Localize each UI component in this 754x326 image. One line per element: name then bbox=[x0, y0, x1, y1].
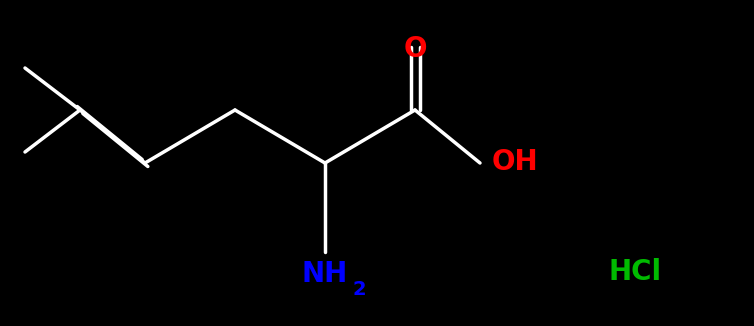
Text: O: O bbox=[403, 35, 427, 63]
Text: OH: OH bbox=[492, 148, 538, 176]
Text: HCl: HCl bbox=[608, 258, 661, 286]
Text: NH: NH bbox=[302, 260, 348, 288]
Text: 2: 2 bbox=[352, 280, 366, 299]
